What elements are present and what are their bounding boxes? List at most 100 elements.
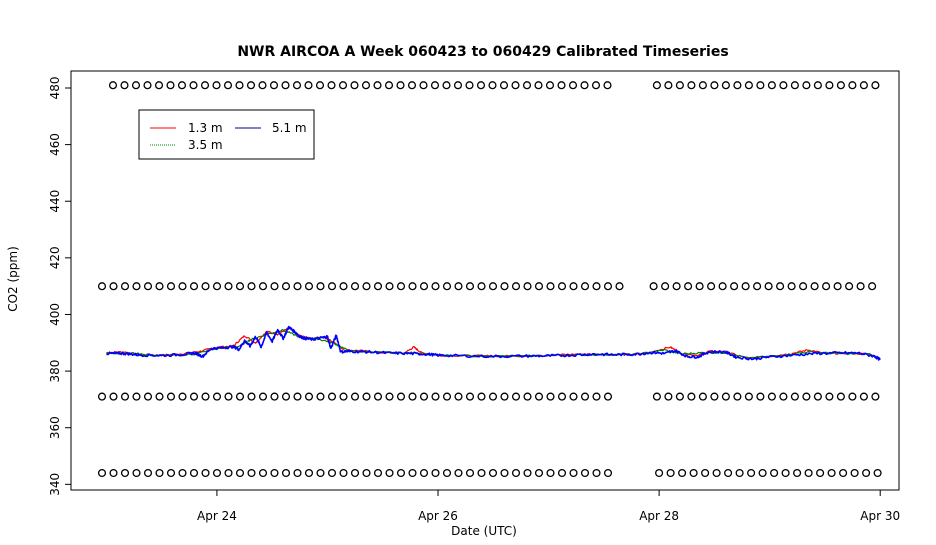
data-point-marker	[724, 468, 733, 478]
data-point-marker	[120, 468, 130, 478]
data-point-marker	[698, 392, 707, 401]
data-point-marker	[848, 81, 857, 90]
data-point-marker	[97, 282, 107, 291]
data-point-marker	[603, 282, 613, 291]
series-line-5-1-m	[106, 325, 881, 361]
x-axis: Apr 24 Apr 26 Apr 28 Apr 30	[197, 490, 900, 523]
data-point-marker	[109, 392, 118, 401]
data-point-marker	[836, 81, 845, 90]
data-point-marker	[862, 468, 871, 478]
data-point-marker	[753, 282, 762, 291]
data-point-marker	[373, 282, 383, 291]
data-point-marker	[707, 282, 716, 291]
data-point-marker	[546, 282, 555, 291]
data-point-marker	[442, 81, 451, 90]
data-point-marker	[813, 81, 822, 90]
data-point-marker	[733, 392, 742, 401]
data-point-marker	[224, 468, 233, 478]
data-point-marker	[776, 282, 785, 291]
data-point-marker	[569, 392, 578, 401]
data-point-marker	[664, 392, 673, 401]
data-point-marker	[143, 81, 152, 90]
data-point-marker	[385, 282, 394, 291]
data-point-marker	[304, 81, 313, 90]
data-point-marker	[661, 282, 670, 291]
data-point-marker	[385, 392, 394, 401]
data-point-marker	[744, 392, 753, 401]
data-point-marker	[557, 282, 567, 291]
data-point-marker	[189, 468, 199, 478]
data-point-marker	[848, 392, 857, 401]
data-point-marker	[825, 81, 834, 90]
data-point-marker	[592, 468, 601, 478]
data-point-marker	[698, 81, 707, 90]
data-point-marker	[269, 81, 279, 90]
data-point-marker	[120, 392, 130, 401]
data-point-marker	[201, 392, 210, 401]
data-point-marker	[270, 468, 279, 478]
data-point-marker	[580, 392, 590, 401]
data-point-marker	[120, 282, 130, 291]
data-point-marker	[350, 392, 360, 401]
data-point-marker	[212, 282, 222, 291]
data-point-marker	[827, 468, 836, 478]
data-point-marker	[477, 282, 486, 291]
data-point-marker	[615, 282, 624, 291]
data-point-marker	[687, 392, 696, 401]
data-point-marker	[741, 282, 750, 291]
data-point-marker	[293, 468, 302, 478]
data-point-marker	[166, 282, 176, 291]
data-point-marker	[767, 392, 776, 401]
data-point-marker	[770, 468, 779, 478]
legend: 1.3 m 5.1 m 3.5 m	[138, 109, 315, 160]
data-point-marker	[710, 392, 719, 401]
data-point-marker	[338, 81, 348, 90]
data-point-marker	[304, 468, 314, 478]
data-point-marker	[235, 81, 244, 90]
data-point-marker	[856, 282, 865, 291]
data-point-marker	[258, 81, 267, 90]
data-point-marker	[419, 282, 429, 291]
data-point-marker	[373, 81, 382, 90]
data-point-marker	[730, 282, 739, 291]
data-point-marker	[396, 468, 406, 478]
data-point-marker	[166, 81, 175, 90]
data-point-marker	[859, 81, 868, 90]
data-point-marker	[721, 81, 730, 90]
data-point-marker	[270, 282, 279, 291]
data-point-marker	[224, 282, 233, 291]
y-tick-label: 480	[48, 77, 62, 100]
data-point-marker	[373, 392, 383, 401]
data-point-marker	[408, 282, 417, 291]
y-tick-label: 360	[48, 416, 62, 439]
data-point-marker	[666, 468, 675, 478]
data-point-marker	[109, 282, 118, 291]
data-point-marker	[131, 81, 141, 90]
data-point-marker	[292, 81, 302, 90]
data-point-marker	[97, 468, 107, 478]
data-point-marker	[339, 392, 348, 401]
data-point-marker	[442, 468, 452, 478]
data-point-marker	[361, 81, 371, 90]
data-point-marker	[407, 81, 417, 90]
data-point-marker	[534, 81, 543, 90]
data-point-marker	[97, 392, 107, 401]
data-point-marker	[675, 392, 684, 401]
data-point-marker	[408, 392, 417, 401]
data-point-marker	[200, 81, 210, 90]
data-point-marker	[293, 392, 302, 401]
data-point-marker	[787, 282, 796, 291]
data-point-marker	[695, 282, 704, 291]
data-point-marker	[790, 392, 799, 401]
data-point-marker	[744, 81, 753, 90]
y-tick-label: 460	[48, 133, 62, 156]
data-point-marker	[189, 392, 199, 401]
data-point-marker	[270, 392, 279, 401]
data-point-marker	[201, 282, 210, 291]
data-point-marker	[362, 468, 371, 478]
legend-label-1-3m: 1.3 m	[188, 121, 223, 135]
data-point-marker	[873, 468, 882, 478]
data-point-marker	[316, 282, 325, 291]
data-point-marker	[247, 392, 256, 401]
